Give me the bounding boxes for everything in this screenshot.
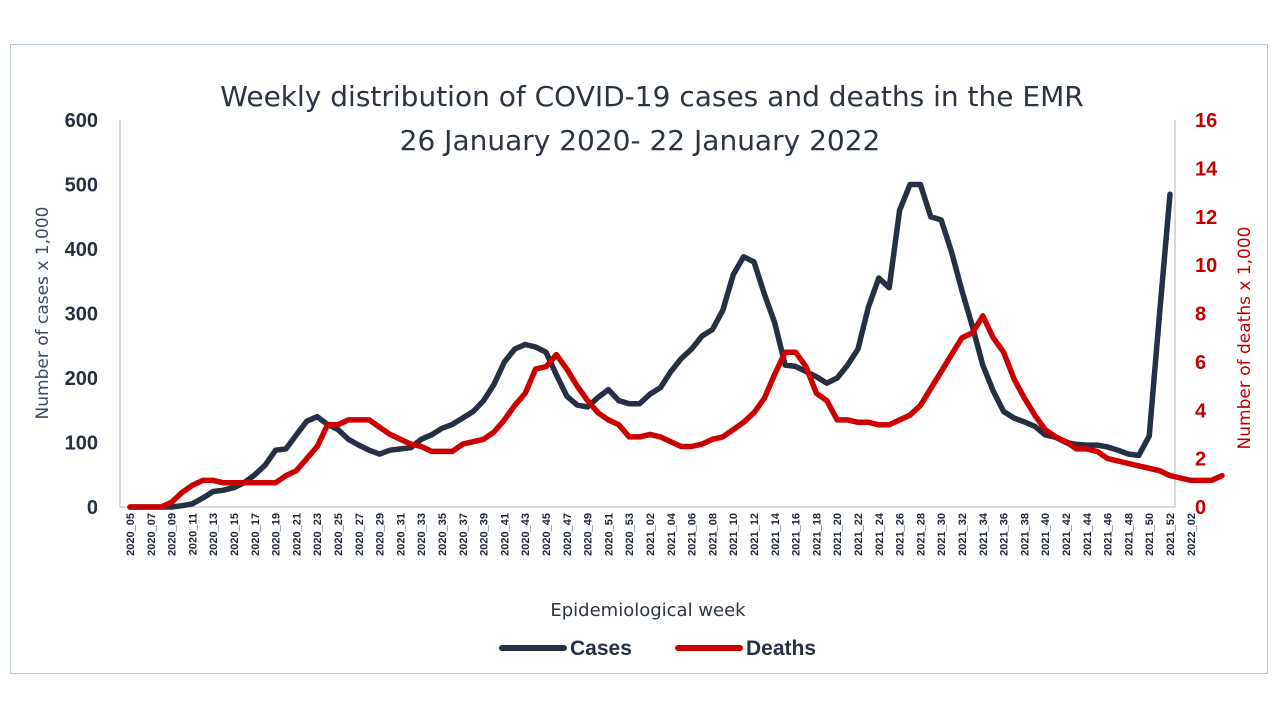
x-tick-label: 2020_11: [187, 513, 199, 555]
x-axis-ticks: 2020_05 2020_07 2020_09 2020_11 2020_13 2020_…: [125, 512, 1198, 556]
x-tick-label: 2021_22: [853, 513, 865, 556]
x-tick-label: 2020_43: [520, 513, 532, 556]
right-axis-ticks: 0 2 4 6 8 10 12 14 16: [1195, 110, 1218, 519]
y-tick-right: 12: [1195, 207, 1217, 229]
x-tick-label: 2020_35: [437, 513, 449, 556]
legend-cases-label: Cases: [570, 637, 632, 660]
x-tick-label: 2021_28: [915, 513, 927, 556]
x-tick-label: 2020_23: [312, 513, 324, 556]
y-tick-left: 200: [65, 368, 98, 390]
x-tick-label: 2020_49: [583, 513, 595, 556]
y-tick-left: 300: [65, 304, 98, 326]
y-tick-right: 2: [1195, 449, 1206, 471]
y-tick-left: 600: [65, 110, 98, 132]
x-tick-label: 2020_29: [375, 513, 387, 556]
x-tick-label: 2020_47: [562, 513, 574, 556]
series-layer: [127, 181, 1225, 510]
x-tick-label: 2021_36: [999, 513, 1011, 556]
x-tick-label: 2020_19: [271, 513, 283, 556]
x-tick-label: 2021_14: [770, 512, 782, 556]
x-tick-label: 2021_18: [811, 513, 823, 556]
x-tick-label: 2021_24: [874, 512, 886, 556]
series-line-cases: [127, 181, 1173, 510]
x-tick-label: 2020_09: [167, 513, 179, 556]
x-tick-label: 2020_33: [416, 513, 428, 556]
x-tick-label: 2021_52: [1165, 513, 1177, 556]
legend-deaths-label: Deaths: [746, 637, 816, 660]
y-axis-title-right: Number of deaths x 1,000: [1235, 227, 1255, 450]
x-tick-label: 2020_13: [208, 513, 220, 556]
x-tick-label: 2021_44: [1082, 512, 1094, 556]
y-tick-right: 14: [1195, 158, 1218, 180]
x-tick-label: 2020_27: [354, 513, 366, 556]
y-tick-right: 0: [1195, 497, 1206, 519]
x-tick-label: 2021_16: [791, 513, 803, 556]
y-tick-right: 4: [1195, 400, 1207, 422]
x-tick-label: 2020_45: [541, 513, 553, 556]
x-tick-label: 2021_02: [645, 513, 657, 556]
x-tick-label: 2020_51: [603, 513, 615, 556]
x-tick-label: 2021_40: [1040, 513, 1052, 556]
x-tick-label: 2020_05: [125, 513, 137, 556]
y-tick-right: 16: [1195, 110, 1217, 132]
y-tick-left: 0: [87, 497, 98, 519]
x-tick-label: 2021_20: [832, 513, 844, 556]
chart-title: Weekly distribution of COVID-19 cases an…: [220, 80, 1083, 113]
left-axis-ticks: 0 100 200 300 400 500 600: [65, 110, 98, 519]
x-tick-label: 2021_12: [749, 513, 761, 556]
x-tick-label: 2021_38: [1019, 513, 1031, 556]
x-tick-label: 2020_37: [458, 513, 470, 556]
x-axis-title: Epidemiological week: [550, 600, 746, 621]
x-tick-label: 2021_26: [895, 513, 907, 556]
legend: Cases Deaths: [499, 637, 816, 660]
x-tick-label: 2021_30: [936, 513, 948, 556]
y-tick-left: 400: [65, 239, 98, 261]
x-tick-label: 2021_04: [666, 512, 678, 556]
x-tick-label: 2020_25: [333, 513, 345, 556]
y-tick-right: 10: [1195, 255, 1217, 277]
y-axis-title-left: Number of cases x 1,000: [33, 207, 53, 420]
x-tick-label: 2020_21: [291, 513, 303, 556]
x-tick-label: 2020_15: [229, 513, 241, 556]
x-tick-label: 2021_42: [1061, 513, 1073, 556]
x-tick-label: 2020_31: [395, 513, 407, 556]
y-tick-right: 8: [1195, 304, 1206, 326]
y-tick-left: 100: [65, 433, 98, 455]
x-tick-label: 2020_39: [479, 513, 491, 556]
x-tick-label: 2022_02: [1186, 513, 1198, 556]
x-tick-label: 2021_32: [957, 513, 969, 556]
x-tick-label: 2021_06: [687, 513, 699, 556]
y-tick-left: 500: [65, 175, 98, 197]
x-tick-label: 2021_48: [1123, 513, 1135, 556]
x-tick-label: 2021_34: [978, 512, 990, 556]
x-tick-label: 2020_17: [250, 513, 262, 556]
x-tick-label: 2021_08: [707, 513, 719, 556]
x-tick-label: 2021_10: [728, 513, 740, 556]
x-tick-label: 2021_50: [1144, 513, 1156, 556]
x-tick-label: 2020_07: [146, 513, 158, 556]
chart-frame: [10, 44, 1268, 674]
x-tick-label: 2020_41: [499, 513, 511, 556]
series-line-deaths: [127, 313, 1225, 510]
y-tick-right: 6: [1195, 352, 1206, 374]
x-tick-label: 2020_53: [624, 513, 636, 556]
chart-subtitle: 26 January 2020- 22 January 2022: [400, 124, 881, 157]
x-tick-label: 2021_46: [1103, 513, 1115, 556]
